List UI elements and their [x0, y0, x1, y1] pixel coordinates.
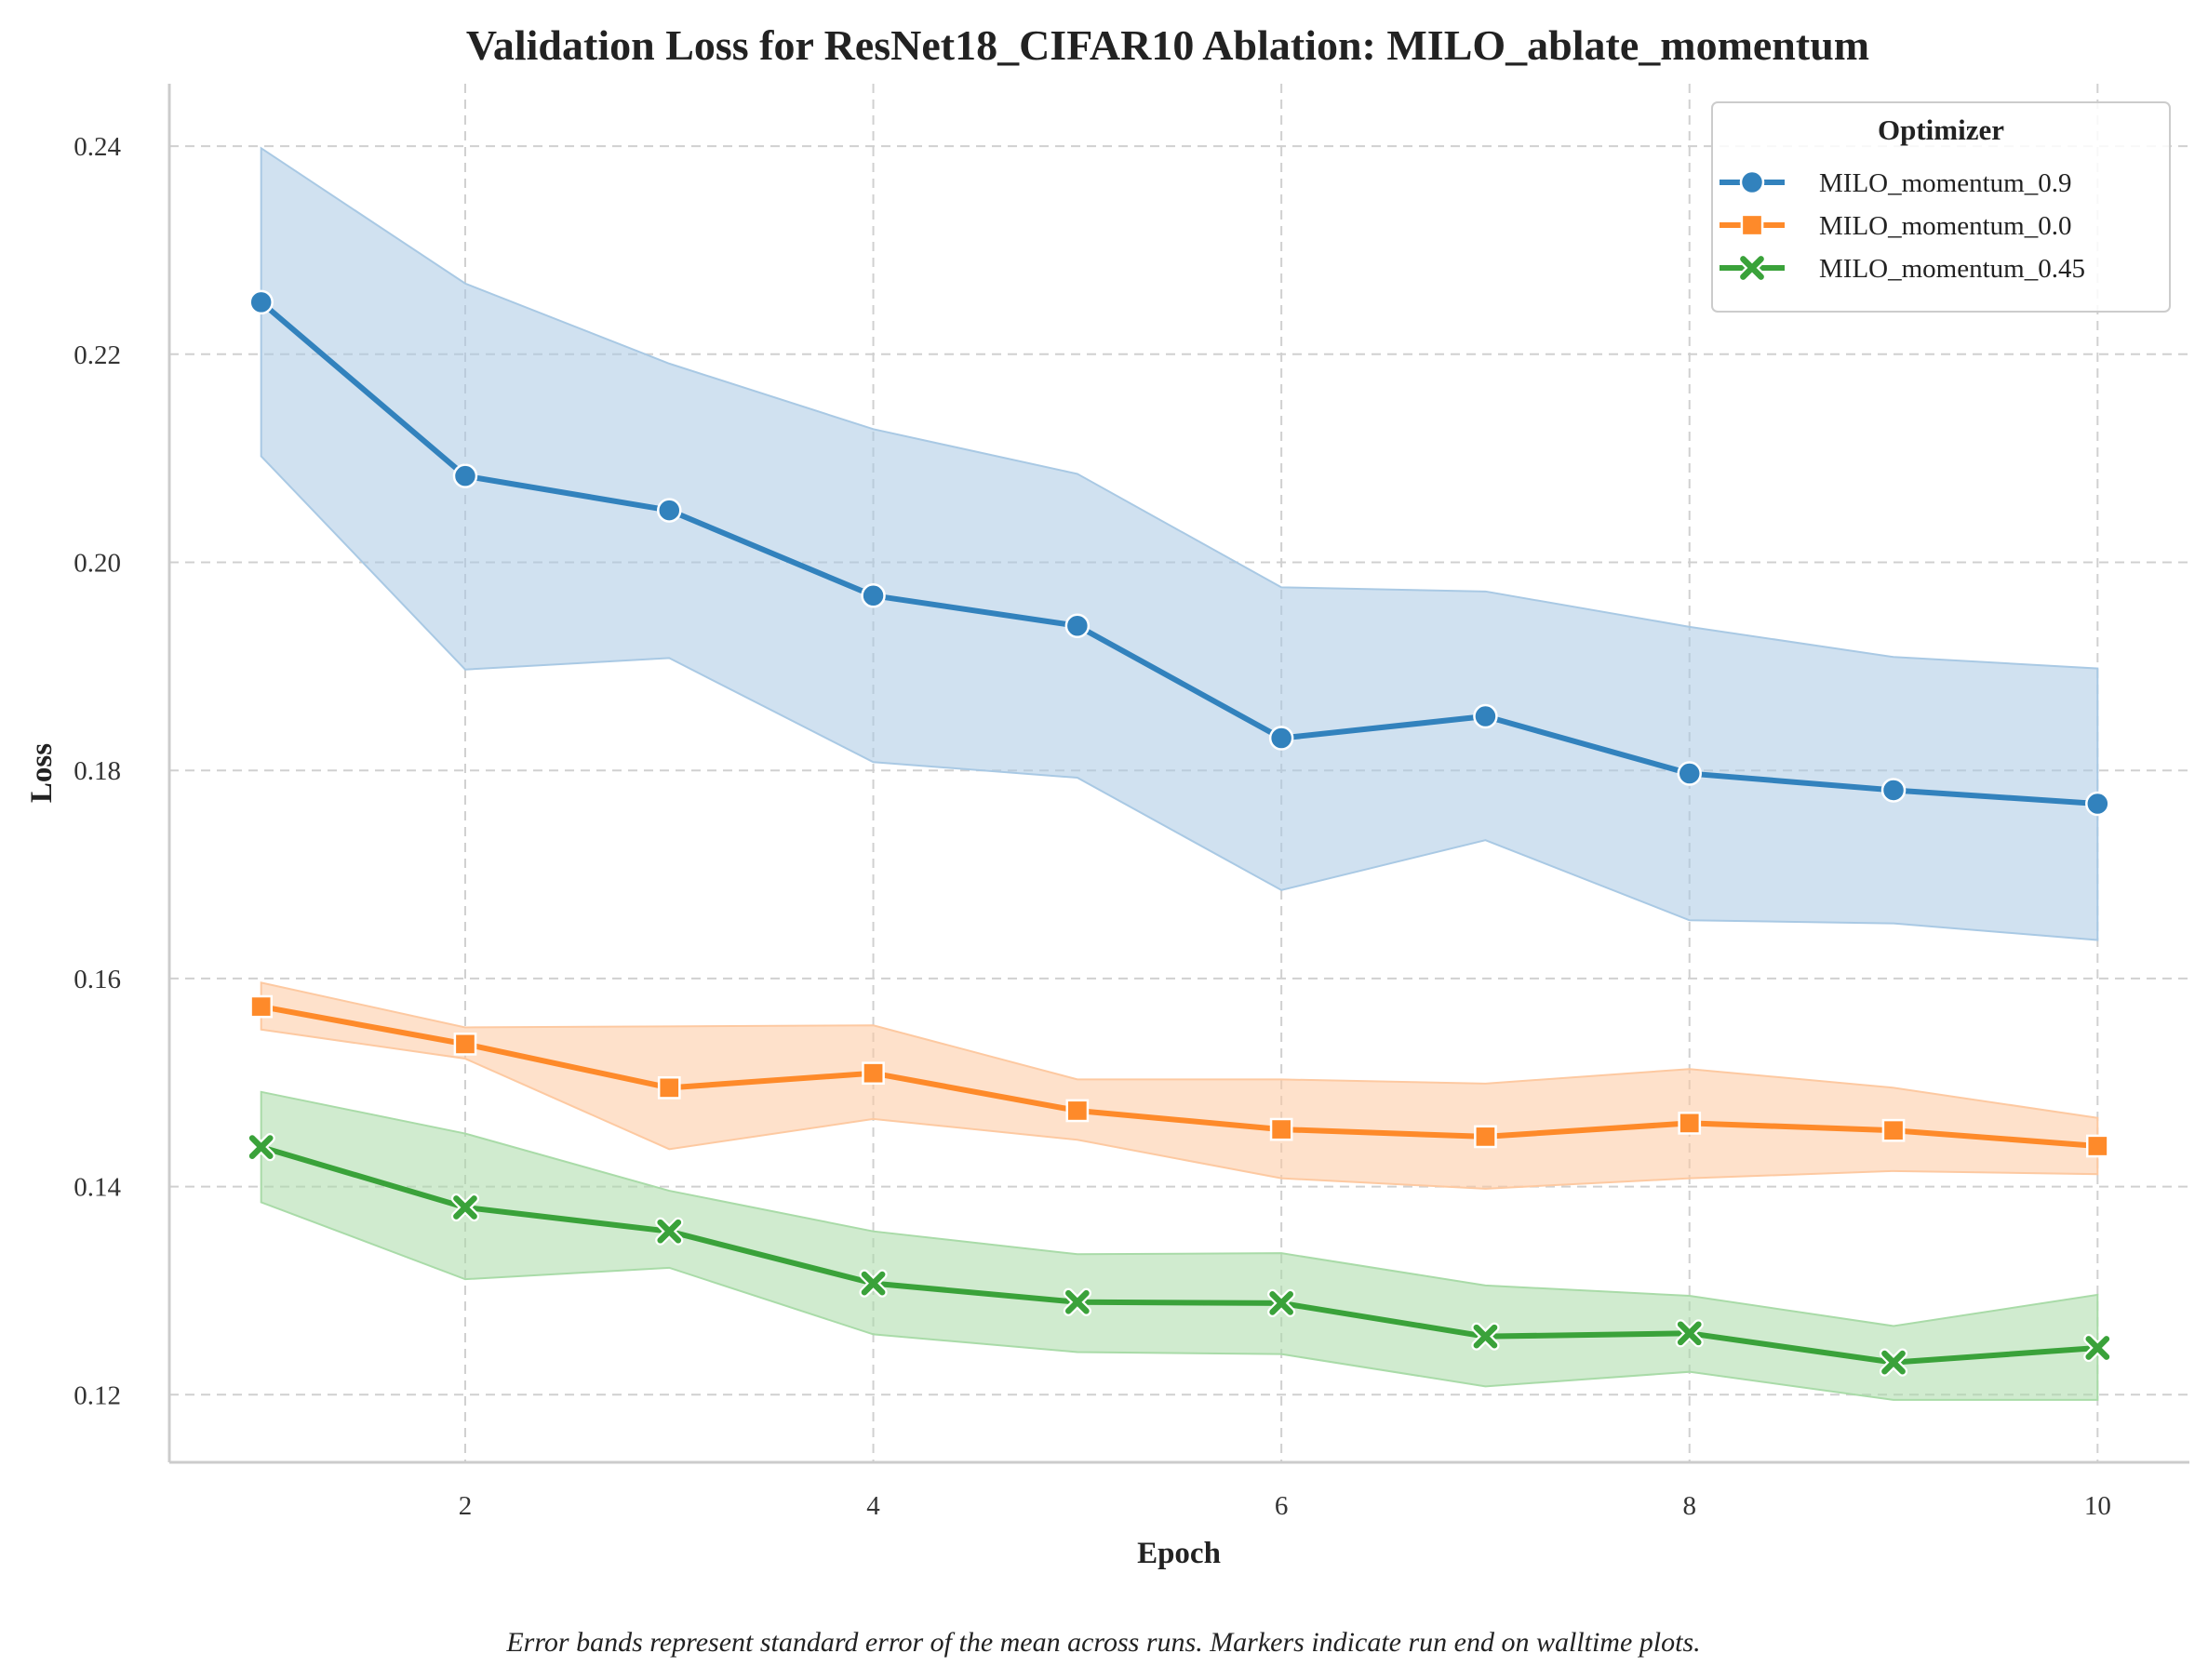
data-point	[1881, 1118, 1906, 1142]
data-point	[450, 1193, 480, 1222]
error-band	[260, 1090, 2099, 1401]
legend-entry: MILO_momentum_0.0	[1720, 211, 2071, 241]
data-point	[1879, 1348, 1908, 1377]
series-line	[258, 1004, 2101, 1149]
data-point	[248, 289, 274, 315]
data-point	[2083, 1333, 2112, 1363]
data-point	[247, 1133, 275, 1162]
data-point	[1065, 1099, 1090, 1123]
legend-entries: MILO_momentum_0.9 MILO_momentum_0.0 MILO_m…	[1720, 168, 2085, 284]
data-point	[1678, 1112, 1702, 1135]
legend-marker	[1740, 213, 1764, 237]
data-point	[453, 1033, 477, 1056]
data-point	[452, 463, 478, 488]
legend-label: MILO_momentum_0.0	[1819, 211, 2071, 241]
error-band	[260, 146, 2099, 941]
x-tick-label: 6	[1275, 1491, 1289, 1521]
legend-entry: MILO_momentum_0.45	[1720, 253, 2085, 284]
data-point	[1474, 1125, 1497, 1149]
data-point	[1677, 761, 1702, 786]
legend-label: MILO_momentum_0.9	[1819, 168, 2071, 198]
data-point	[1675, 1319, 1704, 1348]
y-tick-label: 0.12	[74, 1380, 121, 1410]
data-point	[657, 498, 682, 523]
data-point	[2085, 1134, 2109, 1158]
legend-title: Optimizer	[1878, 113, 2004, 146]
y-tick-label: 0.22	[74, 340, 121, 370]
series-line	[258, 1144, 2101, 1366]
legend-frame	[1711, 101, 2171, 313]
data-point	[1471, 1322, 1500, 1351]
data-point	[249, 994, 274, 1019]
x-tick-label: 8	[1682, 1491, 1696, 1521]
legend: Optimizer MILO_momentum_0.9MILO_momentum…	[1711, 101, 2171, 313]
series-line	[258, 299, 2101, 807]
chart-title: Validation Loss for ResNet18_CIFAR10 Abl…	[466, 21, 1869, 69]
data-point	[861, 583, 886, 608]
data-point	[862, 1061, 885, 1086]
x-tick-label: 10	[2084, 1491, 2111, 1521]
error-bands	[260, 146, 2099, 1401]
legend-entry: MILO_momentum_0.9	[1720, 168, 2071, 198]
legend-label: MILO_momentum_0.45	[1819, 254, 2085, 284]
legend-marker	[1737, 253, 1767, 283]
data-point	[1267, 1288, 1296, 1317]
y-ticks: 0.12 0.14 0.16 0.18 0.20 0.22 0.24	[74, 132, 121, 1410]
y-tick-label: 0.18	[74, 756, 121, 786]
y-tick-label: 0.14	[74, 1173, 121, 1203]
y-tick-label: 0.16	[74, 965, 121, 994]
x-axis-label: Epoch	[1137, 1537, 1221, 1570]
data-point	[1064, 613, 1091, 638]
data-point	[1063, 1287, 1091, 1316]
y-axis-label: Loss	[25, 743, 59, 803]
data-point	[1880, 778, 1907, 803]
data-point	[2085, 791, 2110, 817]
data-point	[655, 1217, 684, 1246]
data-point	[1269, 1117, 1293, 1141]
data-point	[859, 1269, 888, 1298]
legend-marker	[1739, 169, 1765, 195]
data-point	[1268, 726, 1294, 751]
data-point	[657, 1075, 681, 1100]
caption: Error bands represent standard error of …	[505, 1627, 1700, 1658]
y-tick-label: 0.24	[74, 132, 121, 162]
error-band	[260, 981, 2099, 1190]
series-markers	[247, 289, 2112, 1377]
y-tick-label: 0.20	[74, 549, 121, 579]
series-lines	[258, 299, 2101, 1366]
data-point	[1473, 703, 1498, 729]
x-tick-label: 4	[866, 1491, 880, 1521]
x-tick-label: 2	[459, 1491, 473, 1521]
x-ticks: 2 4 6 8 10	[459, 1491, 2111, 1521]
